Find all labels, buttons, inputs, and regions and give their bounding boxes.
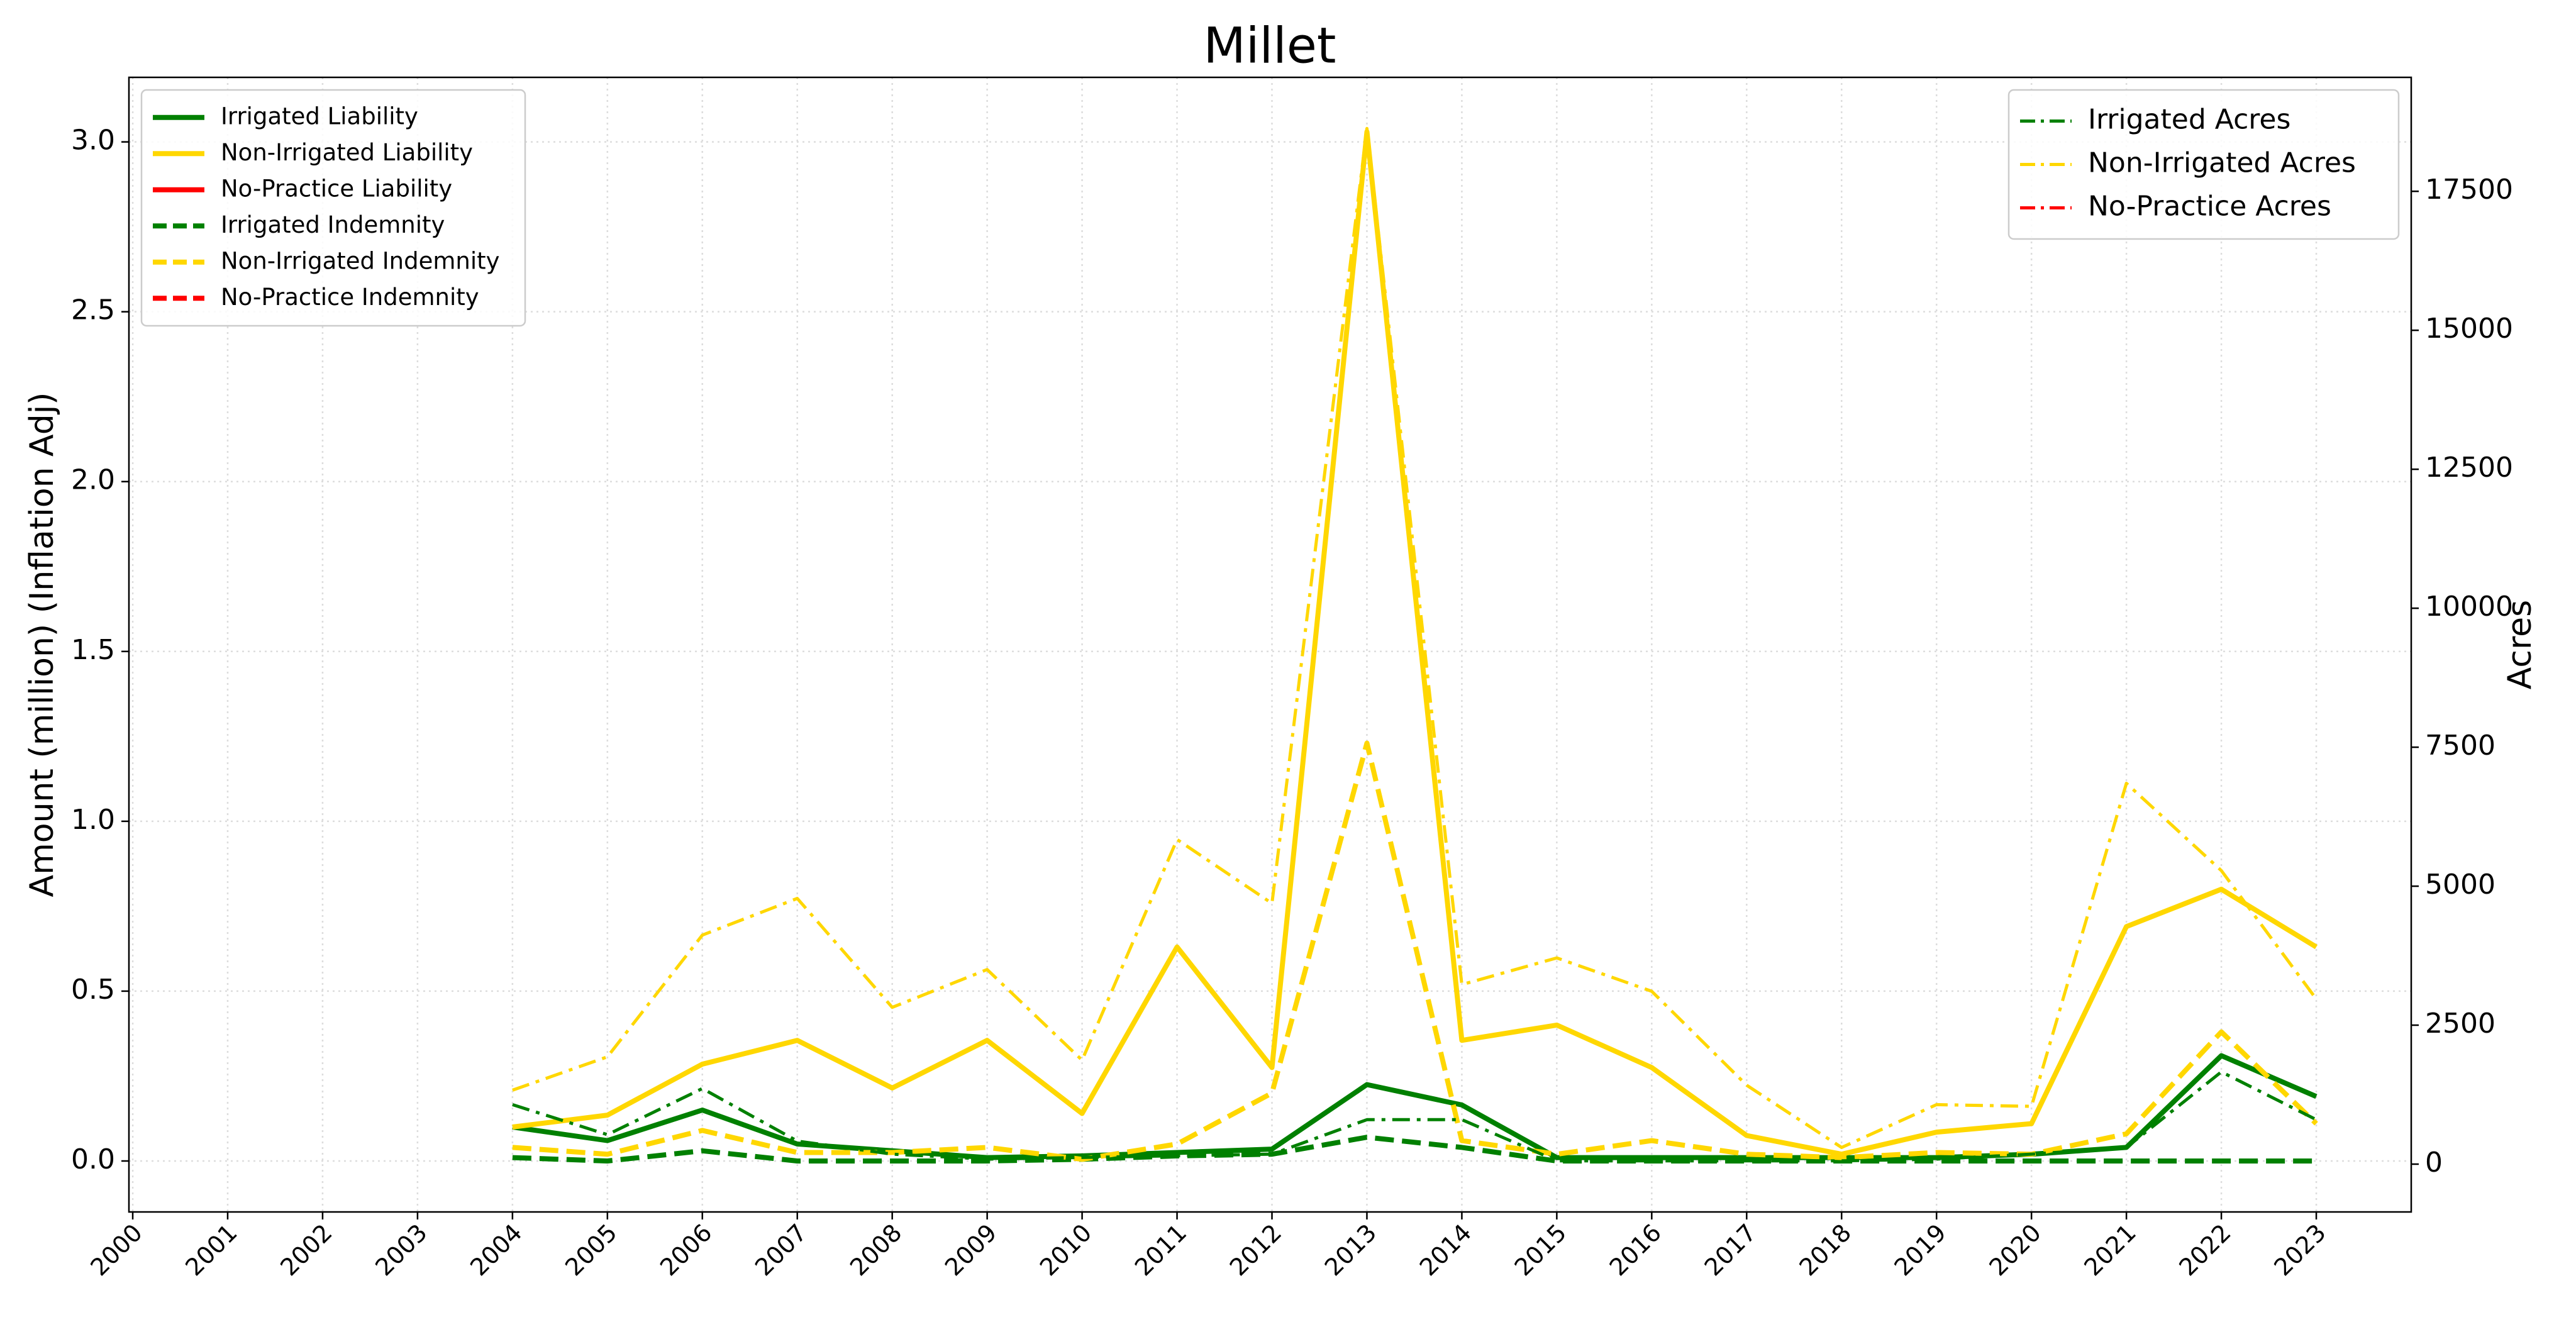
chart-title: Millet [1204,18,1336,74]
y-tick-label: 1.0 [71,804,115,836]
y-tick-label: 2.5 [71,294,115,326]
legend-label: No-Practice Acres [2088,191,2331,223]
legend-label: No-Practice Liability [221,175,452,202]
legend: Irrigated Acres Non-Irrigated Acres No-Pra… [2007,89,2400,240]
legend-label: Irrigated Acres [2088,104,2290,136]
y2-tick-label: 7500 [2425,730,2496,762]
y2-tick-label: 10000 [2425,591,2513,623]
series-line [512,126,2318,1149]
series-line [512,1135,2316,1164]
y2-tick-label: 0 [2425,1147,2443,1179]
legend-label: Non-Irrigated Indemnity [221,247,500,274]
y2-tick-label: 5000 [2425,869,2496,901]
legend-label: Non-Irrigated Liability [221,139,473,166]
legend-label: Non-Irrigated Acres [2088,147,2356,179]
plot-frame [128,76,2412,1213]
y2-tick-label: 17500 [2425,174,2513,206]
y2-tick-label: 12500 [2425,452,2513,484]
y-tick-label: 0.0 [71,1143,115,1175]
series-line [512,1070,2318,1163]
y-tick-label: 1.5 [71,634,115,666]
y-tick-label: 3.0 [71,125,115,157]
y-tick-label: 2.0 [71,464,115,496]
series-line [512,740,2318,1162]
series-line [512,1053,2318,1160]
legend-label: No-Practice Indemnity [221,284,479,311]
y2-axis-label: Acres [2501,600,2539,690]
y2-tick-label: 15000 [2425,313,2513,345]
y2-tick-label: 2500 [2425,1008,2496,1040]
legend-box [2007,89,2400,240]
legend-label: Irrigated Liability [221,103,418,130]
legend: Irrigated Liability Non-Irrigated Liabili… [140,89,526,327]
y-axis-label: Amount (million) (Inflation Adj) [23,392,61,897]
y-tick-label: 0.5 [71,974,115,1006]
legend-label: Irrigated Indemnity [221,211,445,238]
legend-box [140,89,526,327]
series-line [512,129,2318,1157]
